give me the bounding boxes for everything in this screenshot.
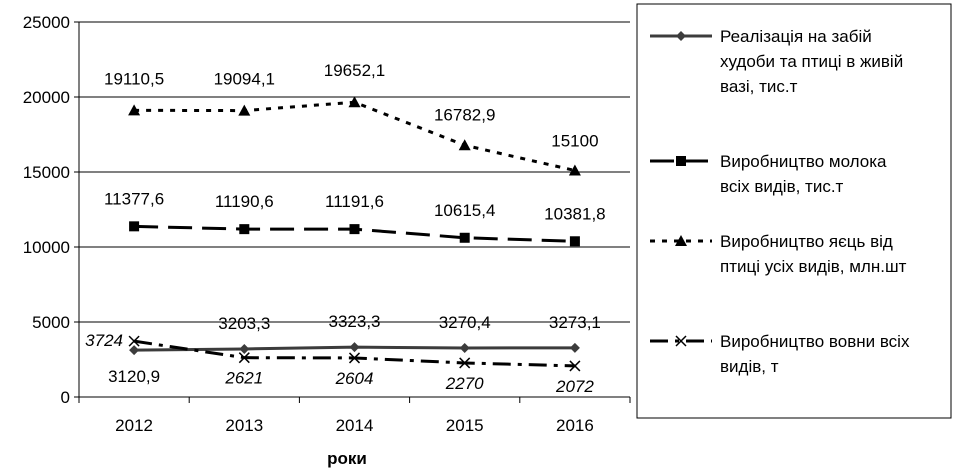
series bbox=[128, 96, 581, 372]
y-tick-label: 15000 bbox=[23, 163, 70, 182]
data-label: 16782,9 bbox=[434, 105, 495, 124]
y-tick-label: 5000 bbox=[32, 313, 70, 332]
data-point bbox=[348, 96, 361, 108]
y-tick-label: 20000 bbox=[23, 88, 70, 107]
legend-marker bbox=[675, 335, 687, 347]
data-point bbox=[238, 352, 250, 364]
legend-label: Виробництво молока bbox=[720, 152, 887, 171]
data-point bbox=[349, 342, 360, 353]
x-tick-label: 2013 bbox=[225, 416, 263, 435]
y-tick-label: 25000 bbox=[23, 13, 70, 32]
data-label: 3273,1 bbox=[549, 313, 601, 332]
data-label: 3323,3 bbox=[329, 312, 381, 331]
y-tick-label: 0 bbox=[61, 388, 70, 407]
data-point bbox=[459, 357, 471, 369]
data-label: 19110,5 bbox=[104, 69, 164, 88]
data-label: 11190,6 bbox=[215, 192, 274, 211]
legend-marker bbox=[676, 31, 686, 41]
data-point bbox=[238, 104, 251, 116]
y-tick-label: 10000 bbox=[23, 238, 70, 257]
legend-label: худоби та птиці в живій bbox=[720, 52, 903, 71]
series-line bbox=[134, 100, 576, 172]
data-point bbox=[569, 360, 581, 372]
legend-label: всіх видів, тис.т bbox=[720, 177, 844, 196]
x-tick-label: 2015 bbox=[446, 416, 484, 435]
data-point bbox=[349, 224, 360, 235]
data-point bbox=[348, 352, 361, 364]
x-axis-title: роки bbox=[327, 449, 367, 468]
legend: Реалізація на забій худоби та птиці в жив… bbox=[636, 3, 952, 419]
data-point bbox=[459, 232, 470, 243]
data-point bbox=[129, 345, 140, 356]
data-label: 10381,8 bbox=[544, 204, 605, 223]
data-point bbox=[128, 104, 141, 116]
data-label: 3120,9 bbox=[108, 367, 160, 386]
data-label: 19094,1 bbox=[214, 70, 275, 89]
data-label: 10615,4 bbox=[434, 201, 495, 220]
legend-marker bbox=[675, 235, 687, 246]
data-label: 19652,1 bbox=[324, 61, 385, 80]
series-2 bbox=[129, 221, 580, 247]
legend-entry-2: Виробництво молока всіх видів, тис.т bbox=[650, 152, 887, 196]
data-label: 11377,6 bbox=[104, 189, 164, 208]
data-label: 2604 bbox=[335, 369, 374, 388]
data-label: 3203,3 bbox=[218, 314, 270, 333]
data-point bbox=[128, 335, 140, 347]
axes: 0 5000 10000 15000 20000 25000 2012 2013 2014 201… bbox=[23, 13, 631, 435]
x-tick-label: 2012 bbox=[115, 416, 153, 435]
data-point bbox=[568, 164, 581, 176]
data-point bbox=[569, 236, 580, 247]
data-label: 2270 bbox=[445, 374, 484, 393]
series-4 bbox=[128, 335, 581, 372]
series-1 bbox=[129, 342, 580, 356]
data-label: 11191,6 bbox=[325, 192, 384, 211]
legend-label: видів, т bbox=[720, 357, 779, 376]
legend-label: Виробництво вовни всіх bbox=[720, 332, 910, 351]
legend-label: вазі, тис.т bbox=[720, 77, 798, 96]
legend-box bbox=[636, 3, 952, 419]
legend-entry-4: Виробництво вовни всіх видів, т bbox=[650, 332, 910, 376]
data-label: 3724 bbox=[85, 331, 123, 350]
data-point bbox=[239, 224, 250, 235]
data-labels: 3120,9 3203,3 3323,3 3270,4 3273,1 11377,6 111… bbox=[85, 61, 605, 396]
legend-label: Реалізація на забій bbox=[720, 27, 872, 46]
x-tick-label: 2014 bbox=[336, 416, 374, 435]
legend-label: птиці усіх видів, млн.шт bbox=[720, 257, 907, 276]
data-label: 2621 bbox=[224, 369, 263, 388]
legend-marker bbox=[676, 156, 686, 166]
legend-label: Виробництво яєць від bbox=[720, 232, 893, 251]
data-label: 15100 bbox=[551, 132, 598, 151]
series-3 bbox=[128, 96, 581, 176]
data-point bbox=[459, 342, 470, 353]
data-label: 2072 bbox=[555, 377, 594, 396]
legend-entry-3: Виробництво яєць від птиці усіх видів, мл… bbox=[650, 232, 907, 276]
data-point bbox=[458, 139, 471, 151]
gridlines bbox=[79, 21, 630, 323]
data-point bbox=[239, 343, 250, 354]
data-point bbox=[569, 342, 580, 353]
legend-entry-1: Реалізація на забій худоби та птиці в жив… bbox=[650, 27, 903, 96]
data-label: 3270,4 bbox=[439, 313, 491, 332]
x-tick-label: 2016 bbox=[556, 416, 594, 435]
data-point bbox=[129, 221, 140, 232]
